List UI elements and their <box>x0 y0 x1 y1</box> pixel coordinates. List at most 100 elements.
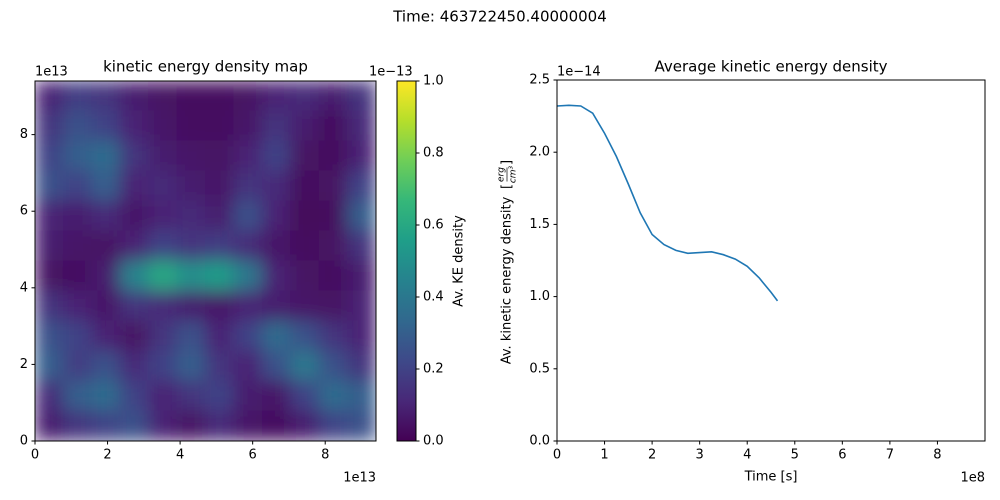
heatmap-cell <box>148 380 178 412</box>
heatmap-cell <box>261 170 292 202</box>
heatmap-cell <box>347 260 376 292</box>
heatmap-cell <box>176 140 206 172</box>
heatmap-cell <box>35 200 64 232</box>
heatmap-cell <box>91 380 121 412</box>
heatmap-cell <box>119 260 150 292</box>
heatmap-cell <box>119 81 150 112</box>
heatmap-cell <box>176 110 206 142</box>
y-axis-label-group: Av. kinetic energy density [erg cm³] <box>497 160 519 364</box>
heatmap-cell <box>233 320 263 352</box>
heatmap-cell <box>205 81 235 112</box>
heatmap-cell <box>347 200 376 232</box>
heatmap-cell <box>290 81 320 112</box>
heatmap-cell <box>261 350 292 382</box>
heatmap-cell <box>148 350 178 382</box>
heatmap-cell <box>119 320 150 352</box>
heatmap-cell <box>347 110 376 142</box>
heatmap-cell <box>290 230 320 262</box>
heatmap-cell <box>176 320 206 352</box>
heatmap-cell <box>91 410 121 441</box>
y-tick-label: 0.0 <box>529 434 550 449</box>
heatmap-cell <box>318 200 349 232</box>
x-tick-label: 2 <box>103 448 111 463</box>
y-offset-label: 1e−14 <box>557 65 601 80</box>
colorbar-offset-label: 1e−13 <box>369 65 413 80</box>
heatmap-cell <box>35 170 64 202</box>
heatmap-cell <box>205 350 235 382</box>
heatmap-cell <box>290 320 320 352</box>
heatmap-cell <box>261 200 292 232</box>
heatmap-cell <box>62 200 93 232</box>
heatmap-cell <box>91 200 121 232</box>
heatmap-cell <box>290 380 320 412</box>
heatmap-cell <box>119 140 150 172</box>
x-axis-label: Time [s] <box>744 470 798 485</box>
heatmap-cell <box>148 81 178 112</box>
heatmap-cell <box>176 380 206 412</box>
heatmap-cell <box>347 81 376 112</box>
heatmap-cell <box>318 290 349 322</box>
heatmap-cell <box>119 410 150 441</box>
heatmap-cell <box>205 410 235 441</box>
colorbar-tick-label: 0.6 <box>423 218 444 233</box>
heatmap-cell <box>91 110 121 142</box>
heatmap-cell <box>91 170 121 202</box>
heatmap-cell <box>233 380 263 412</box>
heatmap-cell <box>119 230 150 262</box>
x-tick-label: 5 <box>791 448 799 463</box>
axes-title: kinetic energy density map <box>103 58 308 76</box>
heatmap-cell <box>148 320 178 352</box>
heatmap-cell <box>62 81 93 112</box>
heatmap-cell <box>91 81 121 112</box>
heatmap-cell <box>119 170 150 202</box>
y-tick-label: 1.5 <box>529 217 550 232</box>
axes-frame <box>556 79 986 442</box>
heatmap-cell <box>148 140 178 172</box>
y-axis-label: Av. kinetic energy density <box>500 196 515 364</box>
x-tick-label: 2 <box>648 448 656 463</box>
heatmap-cell <box>261 81 292 112</box>
heatmap-cell <box>347 320 376 352</box>
heatmap-cell <box>91 320 121 352</box>
heatmap-cell <box>233 260 263 292</box>
heatmap-cell <box>35 410 64 441</box>
colorbar-tick-label: 0.4 <box>423 290 444 305</box>
y-tick-label: 2.5 <box>529 73 550 88</box>
heatmap-cell <box>119 350 150 382</box>
heatmap-cell <box>205 230 235 262</box>
heatmap-cell <box>91 350 121 382</box>
heatmap-cell <box>318 110 349 142</box>
heatmap-cell <box>148 260 178 292</box>
heatmap-cell <box>62 320 93 352</box>
heatmap-cell <box>35 230 64 262</box>
x-tick-label: 4 <box>176 448 184 463</box>
heatmap-cell <box>148 200 178 232</box>
heatmap-cell <box>176 350 206 382</box>
heatmap-cell <box>62 410 93 441</box>
heatmap-cell <box>347 140 376 172</box>
y-tick-label: 1.0 <box>529 289 550 304</box>
heatmap-cell <box>290 290 320 322</box>
heatmap <box>35 81 376 441</box>
heatmap-cell <box>205 110 235 142</box>
heatmap-cell <box>91 290 121 322</box>
heatmap-cell <box>261 290 292 322</box>
x-tick-label: 3 <box>696 448 704 463</box>
heatmap-cell <box>62 230 93 262</box>
x-tick-label: 8 <box>933 448 941 463</box>
heatmap-cell <box>176 81 206 112</box>
heatmap-cell <box>35 140 64 172</box>
suptitle: Time: 463722450.40000004 <box>392 8 607 26</box>
y-unit-bracket-open: [ <box>500 184 515 189</box>
heatmap-cell <box>347 380 376 412</box>
heatmap-cell <box>347 170 376 202</box>
heatmap-cell <box>62 170 93 202</box>
y-unit-numerator: erg <box>497 167 507 182</box>
y-tick-label: 4 <box>20 280 28 295</box>
y-tick-label: 6 <box>20 204 28 219</box>
heatmap-cell <box>148 230 178 262</box>
heatmap-cell <box>176 260 206 292</box>
heatmap-cell <box>119 290 150 322</box>
heatmap-cell <box>62 290 93 322</box>
